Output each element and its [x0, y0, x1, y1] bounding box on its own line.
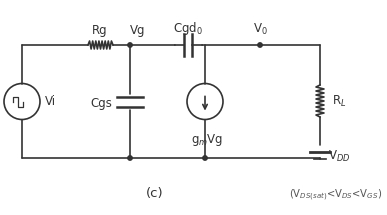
Circle shape	[128, 156, 132, 160]
Text: R$_L$: R$_L$	[332, 94, 346, 109]
Text: g$_m$Vg: g$_m$Vg	[191, 132, 223, 147]
Text: (V$_{DS(sat)}$<V$_{DS}$<V$_{GS}$): (V$_{DS(sat)}$<V$_{DS}$<V$_{GS}$)	[289, 187, 382, 203]
Text: V$_0$: V$_0$	[253, 22, 267, 37]
Text: V$_{DD}$: V$_{DD}$	[328, 148, 351, 164]
Circle shape	[128, 43, 132, 47]
Text: Vg: Vg	[130, 24, 146, 37]
Text: Cgs: Cgs	[90, 97, 112, 110]
Text: Rg: Rg	[92, 24, 108, 37]
Text: Vi: Vi	[45, 95, 56, 108]
Text: Cgd$_0$: Cgd$_0$	[173, 20, 203, 37]
Text: (c): (c)	[146, 186, 164, 200]
Circle shape	[203, 156, 207, 160]
Circle shape	[258, 43, 262, 47]
